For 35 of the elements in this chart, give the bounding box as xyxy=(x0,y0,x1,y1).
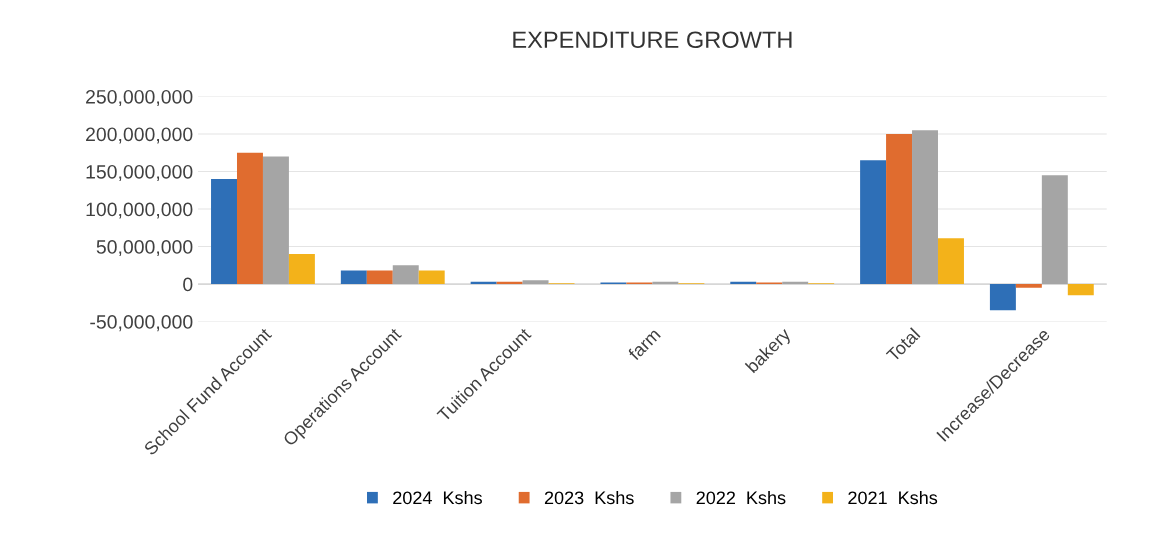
legend-label: 2024 Kshs xyxy=(393,490,482,505)
bar xyxy=(262,156,289,285)
bar xyxy=(1067,284,1094,296)
y-tick-label: 200,000,000 xyxy=(86,127,193,144)
bar xyxy=(652,281,679,285)
y-tick-label: 150,000,000 xyxy=(86,164,193,182)
bar xyxy=(211,179,237,285)
bar xyxy=(860,160,887,285)
y-tick-label: 100,000,000 xyxy=(86,202,193,219)
bar xyxy=(989,284,1016,311)
bar xyxy=(937,238,964,285)
bar xyxy=(886,134,913,285)
legend-label: 2021 Kshs xyxy=(848,490,938,505)
bar xyxy=(1015,284,1042,288)
bar xyxy=(340,270,367,285)
bar xyxy=(288,254,315,285)
x-tick-label: farm xyxy=(627,327,661,362)
legend-label: 2022 Kshs xyxy=(696,490,786,505)
y-tick-label: 50,000,000 xyxy=(96,240,193,257)
bar xyxy=(236,152,263,285)
legend-label: 2023 Kshs xyxy=(544,490,634,505)
bar xyxy=(730,281,757,285)
y-tick-label: 250,000,000 xyxy=(86,89,193,107)
bar xyxy=(522,280,549,285)
y-tick-label: 0 xyxy=(183,277,193,292)
chart-title: EXPENDITURE GROWTH xyxy=(513,31,792,49)
bar xyxy=(1041,175,1068,285)
bar xyxy=(470,281,497,285)
bar xyxy=(392,265,419,285)
bar xyxy=(366,270,393,285)
bar xyxy=(912,130,938,285)
bar xyxy=(418,270,445,285)
bar xyxy=(496,281,523,285)
bar xyxy=(782,281,809,285)
y-tick-label: -50,000,000 xyxy=(90,315,193,332)
